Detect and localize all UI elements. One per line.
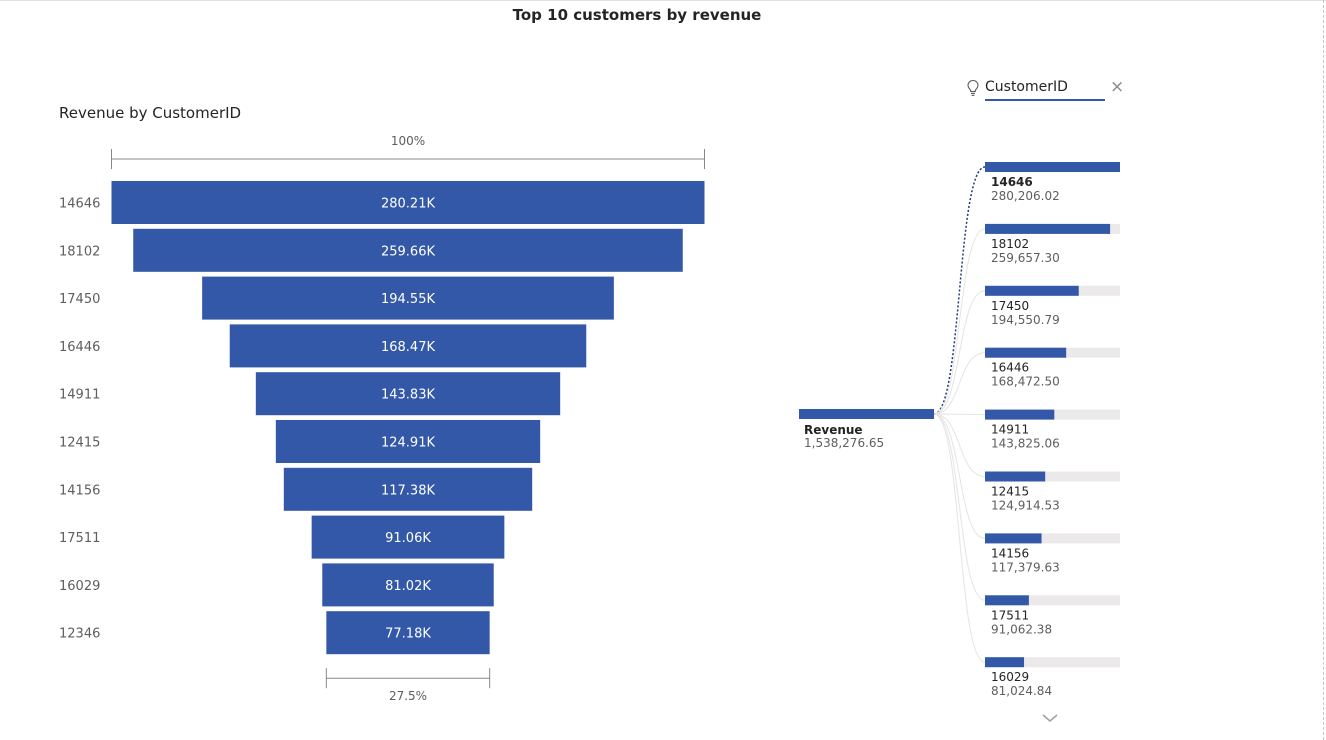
funnel-bar[interactable] bbox=[111, 181, 705, 224]
item-bar[interactable] bbox=[985, 471, 1046, 482]
connector bbox=[933, 413, 986, 601]
item-bar[interactable] bbox=[985, 223, 1111, 234]
funnel-bar[interactable] bbox=[133, 228, 683, 272]
funnel-data-label: 168.47K bbox=[381, 340, 435, 355]
connector bbox=[933, 413, 986, 416]
funnel-bar[interactable] bbox=[229, 324, 587, 368]
item-id-label: 14646 bbox=[991, 175, 1033, 189]
item-bar-track bbox=[985, 657, 1120, 668]
item-bar[interactable] bbox=[985, 409, 1055, 420]
funnel-bar[interactable] bbox=[322, 563, 494, 607]
top-border bbox=[0, 0, 1326, 1]
funnel-data-label: 259.66K bbox=[381, 244, 435, 259]
bottom-percent-label: 27.5% bbox=[389, 689, 427, 703]
decomposition-header: CustomerID × bbox=[966, 77, 1125, 101]
funnel-bar[interactable] bbox=[202, 276, 614, 320]
funnel-category-label: 17511 bbox=[59, 531, 100, 546]
close-icon[interactable]: × bbox=[1110, 77, 1125, 97]
connector bbox=[933, 228, 986, 415]
funnel-data-label: 81.02K bbox=[385, 579, 431, 594]
root-value: 1,538,276.65 bbox=[804, 436, 884, 450]
item-value-label: 143,825.06 bbox=[991, 437, 1060, 451]
funnel-data-label: 194.55K bbox=[381, 292, 435, 307]
item-id-label: 18102 bbox=[991, 237, 1029, 251]
item-bar-track bbox=[985, 533, 1120, 544]
item-bar[interactable] bbox=[985, 162, 1120, 172]
decomposition-field-label[interactable]: CustomerID bbox=[985, 79, 1105, 101]
connector bbox=[933, 413, 986, 663]
connector bbox=[933, 413, 986, 539]
item-bar[interactable] bbox=[985, 533, 1042, 544]
funnel-title: Revenue by CustomerID bbox=[59, 104, 242, 122]
item-id-label: 14156 bbox=[991, 546, 1029, 560]
funnel-chart: 100% 280.21K 14646 259.66K 18102 194.55K 17450… bbox=[59, 134, 705, 703]
item-bar-track bbox=[985, 471, 1120, 482]
funnel-bar[interactable] bbox=[311, 515, 505, 559]
right-border bbox=[1323, 0, 1324, 740]
funnel-category-label: 18102 bbox=[59, 244, 100, 259]
item-value-label: 117,379.63 bbox=[991, 560, 1060, 574]
funnel-category-label: 12346 bbox=[59, 627, 100, 642]
chevron-down-icon[interactable] bbox=[1040, 711, 1060, 725]
item-id-label: 17450 bbox=[991, 299, 1029, 313]
item-bar[interactable] bbox=[985, 657, 1025, 668]
item-bar[interactable] bbox=[985, 347, 1067, 358]
funnel-bar[interactable] bbox=[283, 467, 533, 511]
funnel-category-label: 17450 bbox=[59, 292, 100, 307]
item-id-label: 16446 bbox=[991, 361, 1029, 375]
funnel-category-label: 16446 bbox=[59, 340, 100, 355]
funnel-category-label: 14646 bbox=[59, 197, 100, 212]
funnel-data-label: 91.06K bbox=[385, 531, 431, 546]
connector-selected bbox=[933, 166, 986, 415]
item-value-label: 91,062.38 bbox=[991, 622, 1052, 636]
lightbulb-icon bbox=[967, 79, 979, 96]
funnel-data-label: 77.18K bbox=[385, 627, 431, 642]
funnel-category-label: 12415 bbox=[59, 436, 100, 451]
item-value-label: 194,550.79 bbox=[991, 313, 1060, 327]
top-percent-label: 100% bbox=[391, 134, 425, 148]
root-bar[interactable] bbox=[799, 409, 934, 419]
funnel-category-label: 14911 bbox=[59, 388, 100, 403]
item-value-label: 168,472.50 bbox=[991, 375, 1060, 389]
item-id-label: 14911 bbox=[991, 423, 1029, 437]
item-bar-track bbox=[985, 595, 1120, 606]
item-id-label: 12415 bbox=[991, 485, 1029, 499]
connector bbox=[933, 290, 986, 415]
funnel-data-label: 280.21K bbox=[381, 197, 435, 212]
funnel-data-label: 117.38K bbox=[381, 483, 435, 498]
item-id-label: 17511 bbox=[991, 608, 1029, 622]
connector bbox=[933, 413, 986, 477]
connector bbox=[933, 352, 986, 415]
funnel-bar[interactable] bbox=[255, 372, 561, 416]
funnel-bar[interactable] bbox=[275, 420, 541, 463]
item-value-label: 259,657.30 bbox=[991, 251, 1060, 265]
item-value-label: 124,914.53 bbox=[991, 499, 1060, 513]
root-label: Revenue bbox=[804, 423, 863, 437]
item-value-label: 81,024.84 bbox=[991, 684, 1052, 698]
funnel-category-label: 16029 bbox=[59, 579, 100, 594]
item-bar[interactable] bbox=[985, 595, 1029, 606]
funnel-category-label: 14156 bbox=[59, 483, 100, 498]
funnel-data-label: 143.83K bbox=[381, 388, 435, 403]
item-value-label: 280,206.02 bbox=[991, 189, 1060, 203]
funnel-data-label: 124.91K bbox=[381, 436, 435, 451]
item-bar[interactable] bbox=[985, 285, 1079, 296]
funnel-bar[interactable] bbox=[326, 611, 490, 655]
page-title: Top 10 customers by revenue bbox=[512, 6, 762, 24]
item-id-label: 16029 bbox=[991, 670, 1029, 684]
